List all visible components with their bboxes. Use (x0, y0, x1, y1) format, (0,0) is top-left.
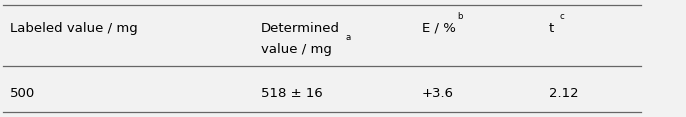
Text: Determined: Determined (261, 22, 340, 35)
Text: a: a (345, 33, 351, 42)
Text: Labeled value / mg: Labeled value / mg (10, 22, 138, 35)
Text: +3.6: +3.6 (422, 87, 454, 100)
Text: value / mg: value / mg (261, 43, 331, 56)
Text: 2.12: 2.12 (549, 87, 578, 100)
Text: t: t (549, 22, 554, 35)
Text: 500: 500 (10, 87, 36, 100)
Text: 518 ± 16: 518 ± 16 (261, 87, 322, 100)
Text: E / %: E / % (422, 22, 456, 35)
Text: b: b (458, 12, 463, 21)
Text: c: c (560, 12, 565, 21)
